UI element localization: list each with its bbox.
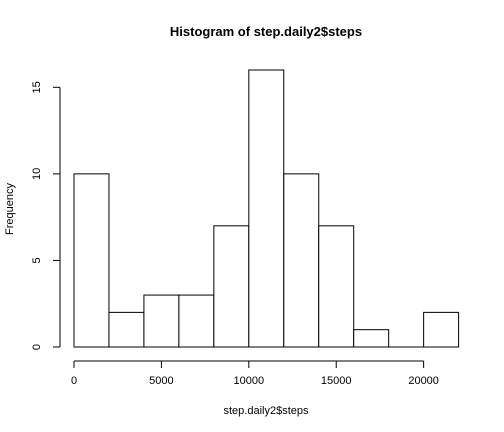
y-tick-label: 15 <box>31 81 43 93</box>
histogram-bar <box>213 225 250 348</box>
histogram-bar <box>318 225 355 348</box>
y-tick-label: 0 <box>31 344 43 350</box>
y-tick-label: 10 <box>31 168 43 180</box>
y-axis: 0 5 10 15 <box>31 81 61 350</box>
histogram-bar <box>353 329 390 348</box>
x-tick-label: 0 <box>71 375 77 387</box>
histogram-bar <box>423 311 460 348</box>
histogram-bar <box>143 294 180 348</box>
x-axis-label: step.daily2$steps <box>224 405 309 417</box>
y-tick-label: 5 <box>31 257 43 263</box>
histogram-bar <box>178 294 215 348</box>
x-tick-label: 5000 <box>149 375 173 387</box>
x-axis: 0 5000 10000 15000 20000 <box>71 360 439 387</box>
x-tick-label: 10000 <box>234 375 265 387</box>
histogram-bar <box>248 69 285 348</box>
histogram-bar <box>283 173 320 348</box>
histogram-bar <box>108 311 145 348</box>
bars-group <box>73 69 460 348</box>
chart-title: Histogram of step.daily2$steps <box>170 24 362 39</box>
x-tick-label: 20000 <box>408 375 439 387</box>
y-axis-label: Frequency <box>4 183 16 235</box>
histogram-bar <box>73 173 110 348</box>
x-tick-label: 15000 <box>321 375 352 387</box>
